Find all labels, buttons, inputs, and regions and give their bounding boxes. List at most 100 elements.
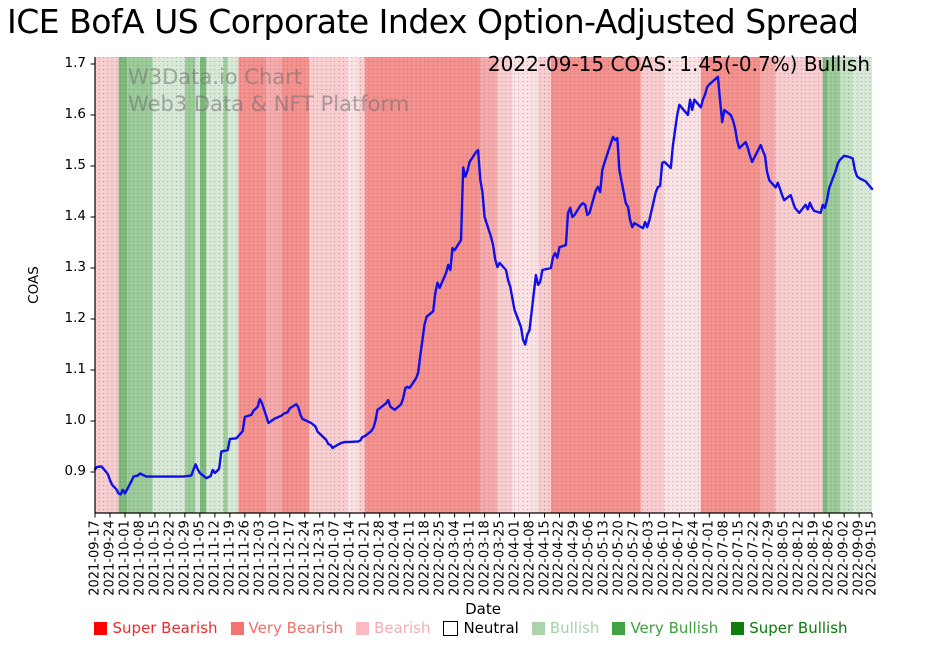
x-tick-label: 2022-02-04 <box>387 520 403 596</box>
legend: Super Bearish Very Bearish Bearish Neutral B… <box>0 619 942 637</box>
legend-item-super-bullish: Super Bullish <box>731 619 848 637</box>
sentiment-band-very_bearish <box>364 57 481 513</box>
x-tick-label: 2022-06-24 <box>686 520 702 596</box>
x-tick-label: 2021-11-05 <box>192 520 208 596</box>
x-tick-label: 2022-05-13 <box>596 520 612 596</box>
x-tick-label: 2022-09-02 <box>836 520 852 596</box>
y-tick-label: 1.4 <box>64 208 86 224</box>
legend-swatch-icon <box>230 621 244 635</box>
x-tick-label: 2021-10-01 <box>117 520 133 596</box>
x-tick-label: 2022-02-18 <box>417 520 433 596</box>
sentiment-band-very_bullish <box>223 57 228 513</box>
x-tick-label: 2022-07-15 <box>731 520 747 596</box>
y-axis-title: COAS <box>26 266 42 304</box>
x-tick-label: 2022-04-08 <box>522 520 538 596</box>
x-tick-label: 2022-07-29 <box>761 520 777 596</box>
legend-swatch-icon <box>443 620 459 636</box>
legend-swatch-icon <box>356 621 370 635</box>
sentiment-band-bearish_med <box>760 57 776 513</box>
sentiment-band-bullish <box>227 57 239 513</box>
sentiment-band-bearish <box>497 57 513 513</box>
sentiment-band-very_bearish <box>700 57 761 513</box>
x-tick-label: 2022-07-08 <box>716 520 732 596</box>
sentiment-band-bearish <box>775 57 823 513</box>
sentiment-band-super_bullish <box>199 57 207 513</box>
y-tick-label: 1.3 <box>64 259 86 275</box>
legend-label: Super Bullish <box>749 619 848 637</box>
legend-item-very-bearish: Very Bearish <box>230 619 343 637</box>
x-tick-label: 2021-10-22 <box>162 520 178 596</box>
legend-label: Bearish <box>374 619 431 637</box>
x-tick-label: 2021-11-12 <box>207 520 223 596</box>
x-tick-label: 2022-04-22 <box>551 520 567 596</box>
x-tick-label: 2022-06-03 <box>641 520 657 596</box>
x-tick-label: 2022-09-15 <box>864 520 880 596</box>
legend-item-very-bullish: Very Bullish <box>612 619 718 637</box>
x-tick-label: 2022-01-07 <box>327 520 343 596</box>
legend-item-bullish: Bullish <box>531 619 600 637</box>
sentiment-band-bearish_med <box>266 57 282 513</box>
x-tick-label: 2022-08-26 <box>821 520 837 596</box>
x-tick-label: 2022-03-25 <box>492 520 508 596</box>
watermark-line2: Web3 Data & NFT Platform <box>128 92 410 116</box>
sentiment-band-super_bullish <box>118 57 128 513</box>
legend-label: Super Bearish <box>112 619 218 637</box>
x-tick-label: 2022-01-21 <box>357 520 373 596</box>
sentiment-band-bullish <box>852 57 872 513</box>
x-tick-label: 2021-10-15 <box>147 520 163 596</box>
sentiment-band-bearish <box>358 57 365 513</box>
x-tick-label: 2022-05-06 <box>581 520 597 596</box>
x-tick-label: 2022-08-05 <box>776 520 792 596</box>
y-tick-label: 1.6 <box>64 106 86 122</box>
x-tick-label: 2022-02-11 <box>402 520 418 596</box>
sentiment-band-bearish <box>309 57 348 513</box>
sentiment-band-bearish <box>95 57 119 513</box>
sentiment-band-bullish <box>152 57 185 513</box>
x-tick-label: 2021-12-17 <box>282 520 298 596</box>
x-tick-label: 2022-05-27 <box>626 520 642 596</box>
legend-swatch-icon <box>531 621 545 635</box>
sentiment-band-very_bullish <box>184 57 196 513</box>
x-tick-label: 2021-10-08 <box>132 520 148 596</box>
x-tick-label: 2022-01-14 <box>342 520 358 596</box>
x-tick-label: 2021-11-26 <box>237 520 253 596</box>
x-tick-label: 2022-06-10 <box>656 520 672 596</box>
x-tick-label: 2022-07-01 <box>701 520 717 596</box>
legend-swatch-icon <box>731 621 745 635</box>
legend-label: Neutral <box>463 619 519 637</box>
x-tick-label: 2021-12-10 <box>267 520 283 596</box>
legend-item-super-bearish: Super Bearish <box>94 619 218 637</box>
sentiment-band-very_bullish <box>127 57 153 513</box>
x-tick-label: 2022-03-11 <box>462 520 478 596</box>
x-tick-label: 2022-08-12 <box>791 520 807 596</box>
y-tick-label: 1.2 <box>64 310 86 326</box>
x-tick-label: 2022-06-17 <box>671 520 687 596</box>
latest-value-annotation: 2022-09-15 COAS: 1.45(-0.7%) Bullish <box>487 52 870 76</box>
x-tick-label: 2021-11-19 <box>222 520 238 596</box>
sentiment-band-bearish <box>640 57 665 513</box>
legend-label: Very Bullish <box>630 619 719 637</box>
x-tick-label: 2021-10-29 <box>177 520 193 596</box>
legend-label: Bullish <box>549 619 600 637</box>
x-tick-label: 2022-04-29 <box>566 520 582 596</box>
legend-item-neutral: Neutral <box>443 619 519 637</box>
y-tick-label: 0.9 <box>64 463 86 479</box>
x-tick-label: 2022-01-28 <box>372 520 388 596</box>
sentiment-band-very_bullish <box>827 57 840 513</box>
watermark-line1: W3Data.io Chart <box>128 65 303 89</box>
x-tick-label: 2022-04-01 <box>507 520 523 596</box>
y-tick-label: 1.5 <box>64 157 86 173</box>
sentiment-band-bearish_light <box>664 57 701 513</box>
watermark: W3Data.io Chart Web3 Data & NFT Platform <box>128 64 409 118</box>
x-tick-label: 2021-12-31 <box>312 520 328 596</box>
y-tick-label: 1.0 <box>64 412 86 428</box>
x-tick-label: 2022-03-18 <box>477 520 493 596</box>
x-tick-label: 2022-04-15 <box>537 520 552 596</box>
x-axis-title: Date <box>465 600 501 618</box>
x-tick-label: 2022-03-04 <box>447 520 463 596</box>
x-tick-label: 2021-09-17 <box>87 520 103 596</box>
x-tick-label: 2021-12-03 <box>252 520 268 596</box>
